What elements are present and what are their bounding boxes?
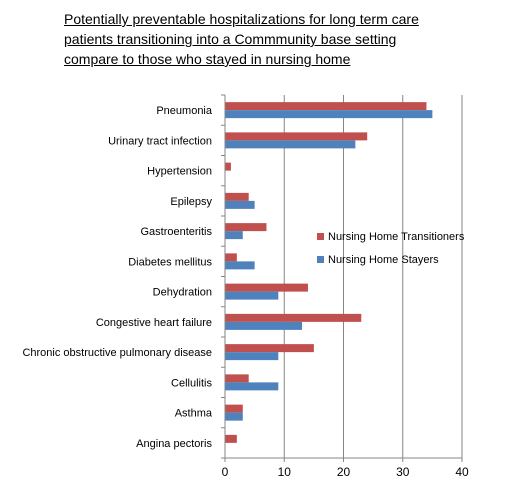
category-label: Gastroenteritis — [140, 226, 212, 238]
bar-nursing-home-stayers — [225, 352, 279, 361]
chart-title-line-1: Potentially preventable hospitalizations… — [64, 11, 419, 27]
x-tick-labels: 0 10 20 30 40 — [222, 465, 469, 479]
chart-title: Potentially preventable hospitalizations… — [64, 9, 504, 69]
bars — [225, 102, 433, 443]
chart-title-line-3: compare to those who stayed in nursing h… — [64, 51, 351, 67]
bar-nursing-home-transitioners — [225, 283, 308, 292]
bar-nursing-home-transitioners — [225, 102, 427, 111]
x-tick-label: 0 — [222, 465, 229, 479]
bar-nursing-home-transitioners — [225, 374, 249, 383]
bar-nursing-home-stayers — [225, 261, 255, 270]
category-label: Angina pectoris — [136, 438, 212, 450]
category-label: Dehydration — [153, 287, 212, 299]
bar-nursing-home-stayers — [225, 291, 279, 300]
x-tick-label: 20 — [337, 465, 351, 479]
legend-swatch-nursing-home-stayers — [317, 256, 324, 263]
category-label: Cellulitis — [171, 377, 212, 389]
x-tick-label: 10 — [278, 465, 292, 479]
category-label: Pneumonia — [156, 105, 213, 117]
bar-nursing-home-transitioners — [225, 162, 231, 171]
legend-label-nursing-home-stayers: Nursing Home Stayers — [328, 254, 439, 266]
category-label: Congestive heart failure — [96, 317, 212, 329]
legend-label-nursing-home-transitioners: Nursing Home Transitioners — [328, 231, 465, 243]
axes — [221, 94, 462, 459]
bar-nursing-home-stayers — [225, 110, 433, 119]
category-label: Hypertension — [147, 166, 212, 178]
bar-nursing-home-transitioners — [225, 344, 314, 353]
x-tick-label: 40 — [455, 465, 469, 479]
bar-nursing-home-transitioners — [225, 253, 237, 262]
x-tick-label: 30 — [396, 465, 410, 479]
bar-nursing-home-transitioners — [225, 223, 267, 232]
legend: Nursing Home Transitioners Nursing Home S… — [317, 231, 465, 266]
bar-nursing-home-stayers — [225, 321, 303, 330]
chart-title-line-2: patients transitioning into a Commmunity… — [64, 31, 397, 47]
bar-nursing-home-stayers — [225, 412, 243, 421]
bar-nursing-home-transitioners — [225, 434, 237, 443]
category-label: Epilepsy — [170, 196, 212, 208]
category-labels: Pneumonia Urinary tract infection Hyperten… — [22, 105, 212, 450]
category-label: Chronic obstructive pulmonary disease — [22, 347, 212, 359]
category-label: Asthma — [175, 408, 213, 420]
gridlines — [224, 95, 463, 462]
bar-nursing-home-stayers — [225, 382, 279, 391]
bar-nursing-home-transitioners — [225, 313, 362, 322]
bar-nursing-home-stayers — [225, 140, 356, 149]
category-label: Urinary tract infection — [108, 135, 212, 147]
bar-nursing-home-stayers — [225, 231, 243, 240]
bar-nursing-home-transitioners — [225, 132, 368, 141]
category-label: Diabetes mellitus — [128, 256, 212, 268]
bar-nursing-home-transitioners — [225, 192, 249, 201]
bar-nursing-home-stayers — [225, 200, 255, 209]
bar-nursing-home-transitioners — [225, 404, 243, 413]
legend-swatch-nursing-home-transitioners — [317, 233, 324, 240]
